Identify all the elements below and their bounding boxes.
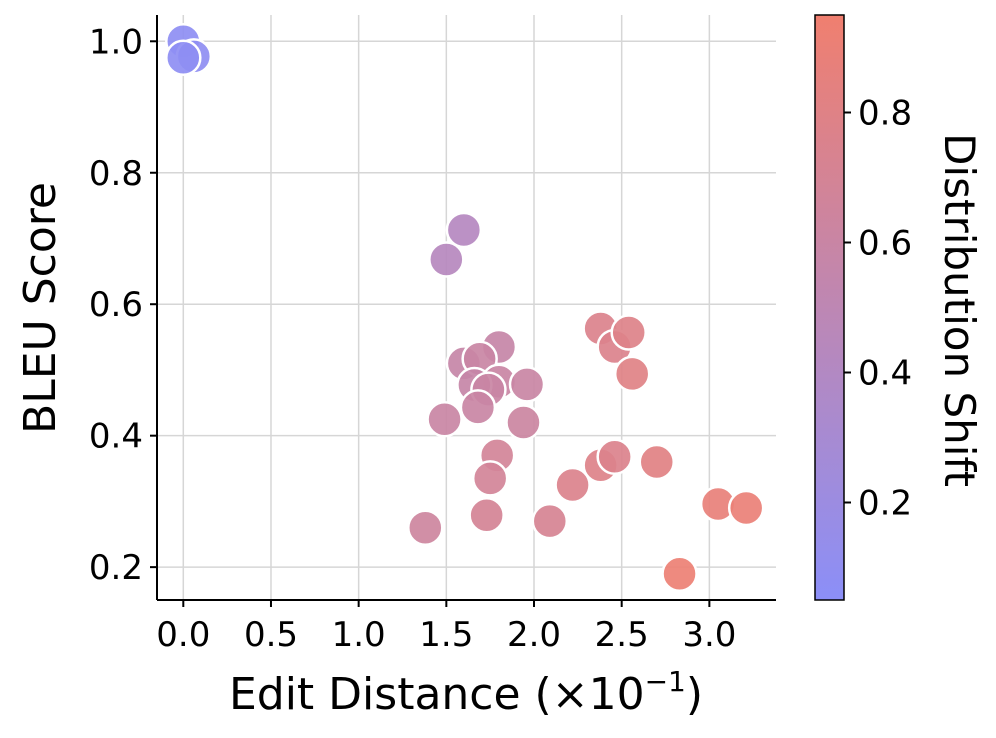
colorbar-ticks: 0.2 0.4 0.6 0.8 (844, 94, 912, 524)
scatter-point (554, 466, 591, 504)
y-tick-label: 1.0 (89, 22, 143, 62)
scatter-point (610, 314, 647, 351)
scatter-point (407, 509, 444, 546)
x-tick-label: 2.5 (595, 615, 649, 655)
scatter-point (468, 496, 505, 534)
scatter-point (531, 502, 569, 540)
x-tick-label: 1.5 (419, 615, 473, 655)
colorbar-tick-label: 0.8 (858, 94, 912, 134)
scatter-point (505, 404, 542, 441)
scatter-point (428, 241, 465, 278)
x-tick-label: 3.0 (682, 615, 736, 655)
scatter-point (459, 389, 497, 426)
x-axis-title: Edit Distance (×10−1) (229, 665, 703, 720)
x-tick-label: 2.0 (507, 615, 561, 655)
x-tick-label: 1.0 (332, 615, 386, 655)
scatter-point (596, 438, 633, 475)
colorbar-tick-label: 0.2 (858, 484, 912, 524)
x-tick-label: 0.0 (156, 615, 210, 655)
y-tick-label: 0.8 (89, 154, 143, 194)
y-axis-title: BLEU Score (15, 182, 66, 434)
point-layer (165, 23, 765, 592)
scatter-point (661, 555, 698, 592)
y-tick-label: 0.2 (89, 548, 143, 588)
colorbar-title: Distribution Shift (935, 133, 984, 487)
colorbar-tick-label: 0.4 (858, 354, 912, 394)
y-tick-label: 0.6 (89, 285, 143, 325)
scatter-point (165, 39, 202, 76)
colorbar-tick-label: 0.6 (858, 224, 912, 264)
colorbar (814, 14, 845, 601)
scatter-point (426, 400, 463, 438)
scatter-point (471, 460, 509, 497)
x-tick-label: 0.5 (244, 615, 298, 655)
scatter-point (445, 211, 483, 249)
scatter-point (508, 366, 546, 403)
scatter-point (613, 355, 651, 393)
axes-layer: 0.0 0.5 1.0 1.5 2.0 2.5 3.0 0.2 0.4 0.6 0.8 1.0 (89, 15, 776, 655)
grid-layer (157, 15, 776, 600)
scatter-point (638, 443, 676, 481)
y-tick-label: 0.4 (89, 417, 143, 457)
scatter-point (727, 489, 765, 527)
